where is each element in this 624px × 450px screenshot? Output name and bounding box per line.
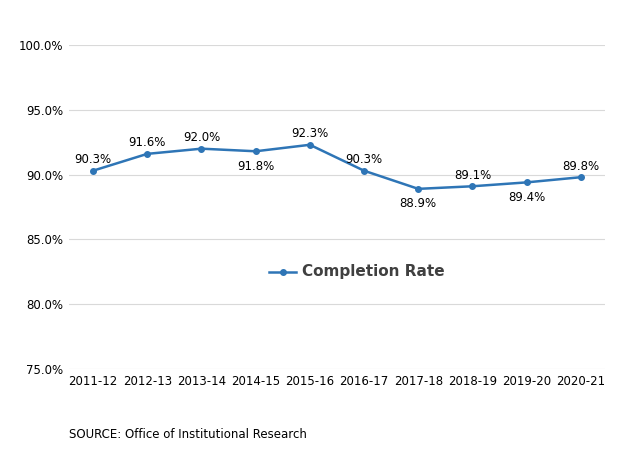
Text: 92.3%: 92.3%	[291, 127, 328, 140]
Completion Rate	[144, 151, 151, 157]
Text: 91.8%: 91.8%	[237, 160, 275, 173]
Text: 91.6%: 91.6%	[129, 136, 166, 149]
Completion Rate	[414, 186, 422, 192]
Completion Rate	[360, 168, 368, 173]
Line: Completion Rate: Completion Rate	[90, 142, 583, 192]
Completion Rate	[252, 148, 260, 154]
Completion Rate	[306, 142, 314, 148]
Text: 88.9%: 88.9%	[400, 197, 437, 210]
Text: 89.4%: 89.4%	[508, 191, 545, 204]
Completion Rate	[577, 175, 585, 180]
Text: 90.3%: 90.3%	[74, 153, 112, 166]
Text: SOURCE: Office of Institutional Research: SOURCE: Office of Institutional Research	[69, 428, 306, 441]
Text: Completion Rate: Completion Rate	[302, 264, 444, 279]
Text: 90.3%: 90.3%	[346, 153, 383, 166]
Text: 89.8%: 89.8%	[562, 160, 600, 173]
Text: 92.0%: 92.0%	[183, 131, 220, 144]
Completion Rate	[89, 168, 97, 173]
Text: 89.1%: 89.1%	[454, 169, 491, 182]
Completion Rate	[469, 184, 476, 189]
Completion Rate	[523, 180, 530, 185]
Completion Rate	[198, 146, 205, 151]
